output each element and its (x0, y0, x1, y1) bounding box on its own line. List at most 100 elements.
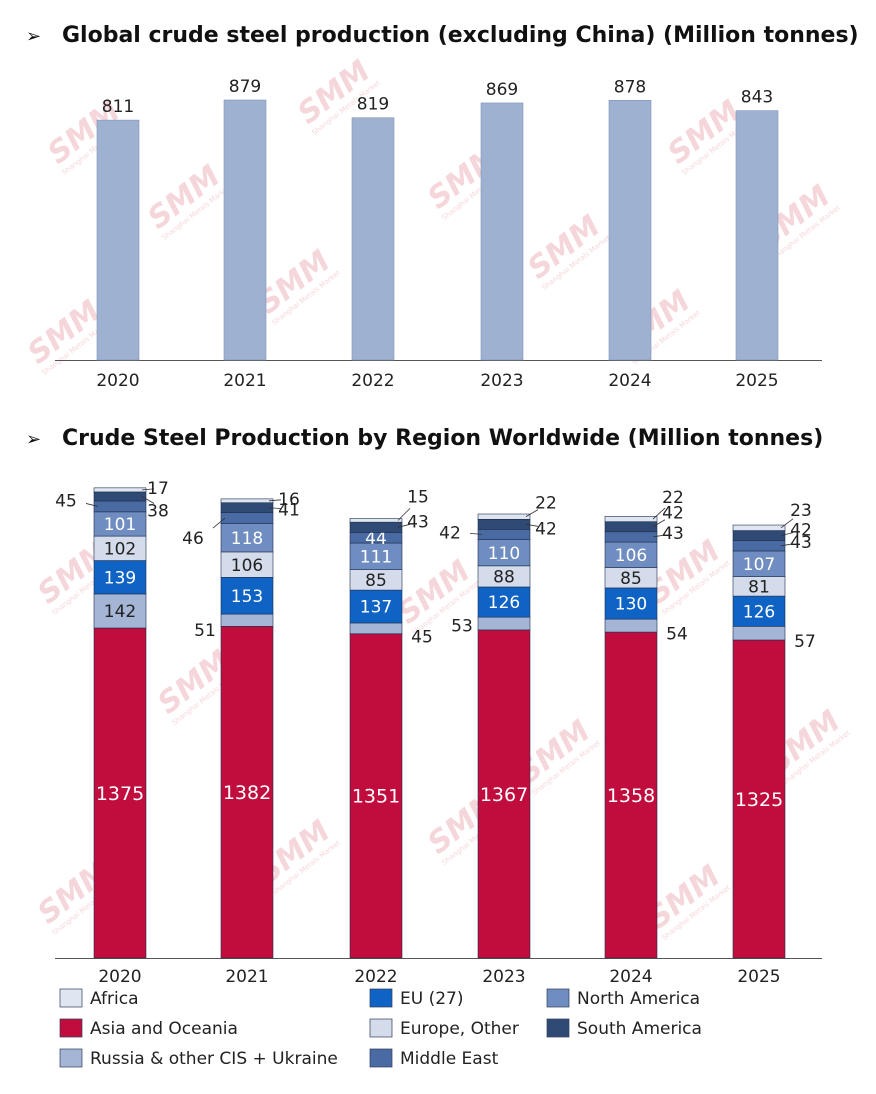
stack-africa-2021 (220, 498, 274, 504)
leader-line-6-2024 (652, 519, 666, 528)
stack-eu-27--2020 (93, 560, 147, 595)
stack-south-america-2023 (477, 518, 531, 530)
data-label-3-2024: 85 (620, 569, 642, 589)
data-label-6-2024: 42 (662, 504, 684, 524)
data-label-6-2022: 43 (407, 512, 429, 532)
data-label-5-2024: 43 (662, 524, 684, 544)
top-bar-chart: 811 2020 879 2021 819 2022 869 2023 878 2024 843 20… (55, 77, 822, 391)
stack-russia-other-cis-ukraine-2022 (349, 622, 403, 635)
bar-2024 (608, 99, 652, 361)
data-label-5-2025: 43 (790, 533, 812, 553)
leader-line-5-2020 (85, 503, 99, 507)
bar-2022 (351, 117, 395, 361)
leader-line-6-2025 (780, 532, 794, 536)
stack-middle-east-2024 (604, 531, 658, 543)
leader-line-6-2020 (141, 496, 155, 504)
data-label-4-2022: 111 (360, 547, 392, 567)
bottom-chart-title: Crude Steel Production by Region Worldwi… (62, 426, 823, 451)
top-chart-title: Global crude steel production (excluding… (62, 23, 859, 48)
stack-north-america-2023 (477, 539, 531, 567)
data-label-1-2021: 51 (194, 621, 216, 641)
stack-asia-and-oceania-2022 (349, 633, 403, 959)
data-label-5-2022: 44 (365, 529, 387, 549)
leader-line-7-2022 (397, 508, 411, 521)
legend-swatch-south-america (546, 1018, 570, 1038)
x-tick-2023: 2023 (480, 371, 523, 391)
leader-line-7-2021 (268, 499, 282, 502)
stack-russia-other-cis-ukraine-2021 (220, 613, 274, 627)
data-label-2024: 878 (614, 77, 646, 97)
data-label-5-2021: 46 (182, 529, 204, 549)
data-label-6-2020: 38 (147, 501, 169, 521)
stack-europe-other-2021 (220, 551, 274, 578)
stack-middle-east-2020 (93, 500, 147, 513)
leader-line-5-2023 (469, 533, 483, 535)
stack-eu-27--2025 (732, 595, 786, 627)
x-tick-2021: 2021 (225, 967, 268, 987)
data-label-2021: 879 (229, 77, 261, 97)
data-label-2-2020: 139 (104, 568, 136, 588)
stack-north-america-2025 (732, 550, 786, 577)
stack-middle-east-2023 (477, 529, 531, 540)
stack-north-america-2022 (349, 542, 403, 570)
stack-south-america-2024 (604, 521, 658, 533)
stack-north-america-2021 (220, 523, 274, 553)
legend: Africa EU (27) North America Asia and Ocean… (59, 988, 702, 1069)
legend-label-eu-27-: EU (27) (400, 989, 463, 1009)
legend-label-north-america: North America (577, 989, 700, 1009)
legend-swatch-africa (59, 988, 83, 1008)
leader-line-5-2021 (212, 517, 226, 529)
stack-asia-and-oceania-2020 (93, 627, 147, 959)
data-label-1-2022: 45 (411, 627, 433, 647)
data-label-2-2023: 126 (488, 593, 520, 613)
data-label-0-2024: 1358 (607, 785, 655, 807)
legend-swatch-middle-east (369, 1048, 393, 1068)
data-label-3-2025: 81 (748, 577, 770, 597)
legend-swatch-eu-27- (369, 988, 393, 1008)
stack-south-america-2025 (732, 530, 786, 541)
legend-swatch-russia-other-cis-ukraine (59, 1048, 83, 1068)
data-label-2023: 869 (486, 80, 518, 100)
bar-2021 (223, 99, 267, 361)
legend-swatch-asia-and-oceania (59, 1018, 83, 1038)
leader-line-6-2021 (268, 507, 282, 510)
legend-label-south-america: South America (577, 1019, 702, 1039)
stack-eu-27--2021 (220, 577, 274, 615)
leader-line-7-2024 (652, 507, 666, 520)
top-title-bullet: ➢ (26, 26, 41, 47)
bar-2020 (96, 119, 140, 361)
data-label-7-2020: 17 (147, 479, 169, 499)
x-tick-2020: 2020 (96, 371, 139, 391)
stacked-bar-chart: 1375 1382 1351 1367 1358 1325 142 51 45 53 54 57 139… (55, 479, 822, 987)
data-label-2-2021: 153 (231, 587, 263, 607)
stack-africa-2024 (604, 516, 658, 522)
data-label-4-2020: 101 (104, 515, 136, 535)
x-tick-2020: 2020 (98, 967, 141, 987)
data-label-0-2022: 1351 (352, 786, 400, 808)
data-label-3-2023: 88 (493, 568, 515, 588)
data-label-7-2021: 16 (278, 490, 300, 510)
data-label-0-2020: 1375 (96, 783, 144, 805)
data-label-7-2024: 22 (662, 488, 684, 508)
x-tick-2022: 2022 (354, 967, 397, 987)
legend-swatch-north-america (546, 988, 570, 1008)
stack-south-america-2021 (220, 502, 274, 513)
leader-line-7-2025 (780, 518, 794, 529)
data-label-6-2023: 42 (535, 519, 557, 539)
x-tick-2023: 2023 (482, 967, 525, 987)
data-label-2-2022: 137 (360, 598, 392, 618)
x-tick-2021: 2021 (223, 371, 266, 391)
data-label-1-2024: 54 (666, 625, 688, 645)
legend-label-russia-other-cis-ukraine: Russia & other CIS + Ukraine (90, 1049, 338, 1069)
stack-africa-2023 (477, 513, 531, 520)
data-label-3-2022: 85 (365, 571, 387, 591)
leader-line-6-2022 (397, 523, 411, 528)
stack-europe-other-2020 (93, 535, 147, 561)
data-label-4-2021: 118 (231, 529, 263, 549)
stack-africa-2020 (93, 487, 147, 493)
leader-line-5-2024 (652, 534, 666, 538)
stack-russia-other-cis-ukraine-2023 (477, 616, 531, 631)
data-label-5-2023: 42 (439, 523, 461, 543)
